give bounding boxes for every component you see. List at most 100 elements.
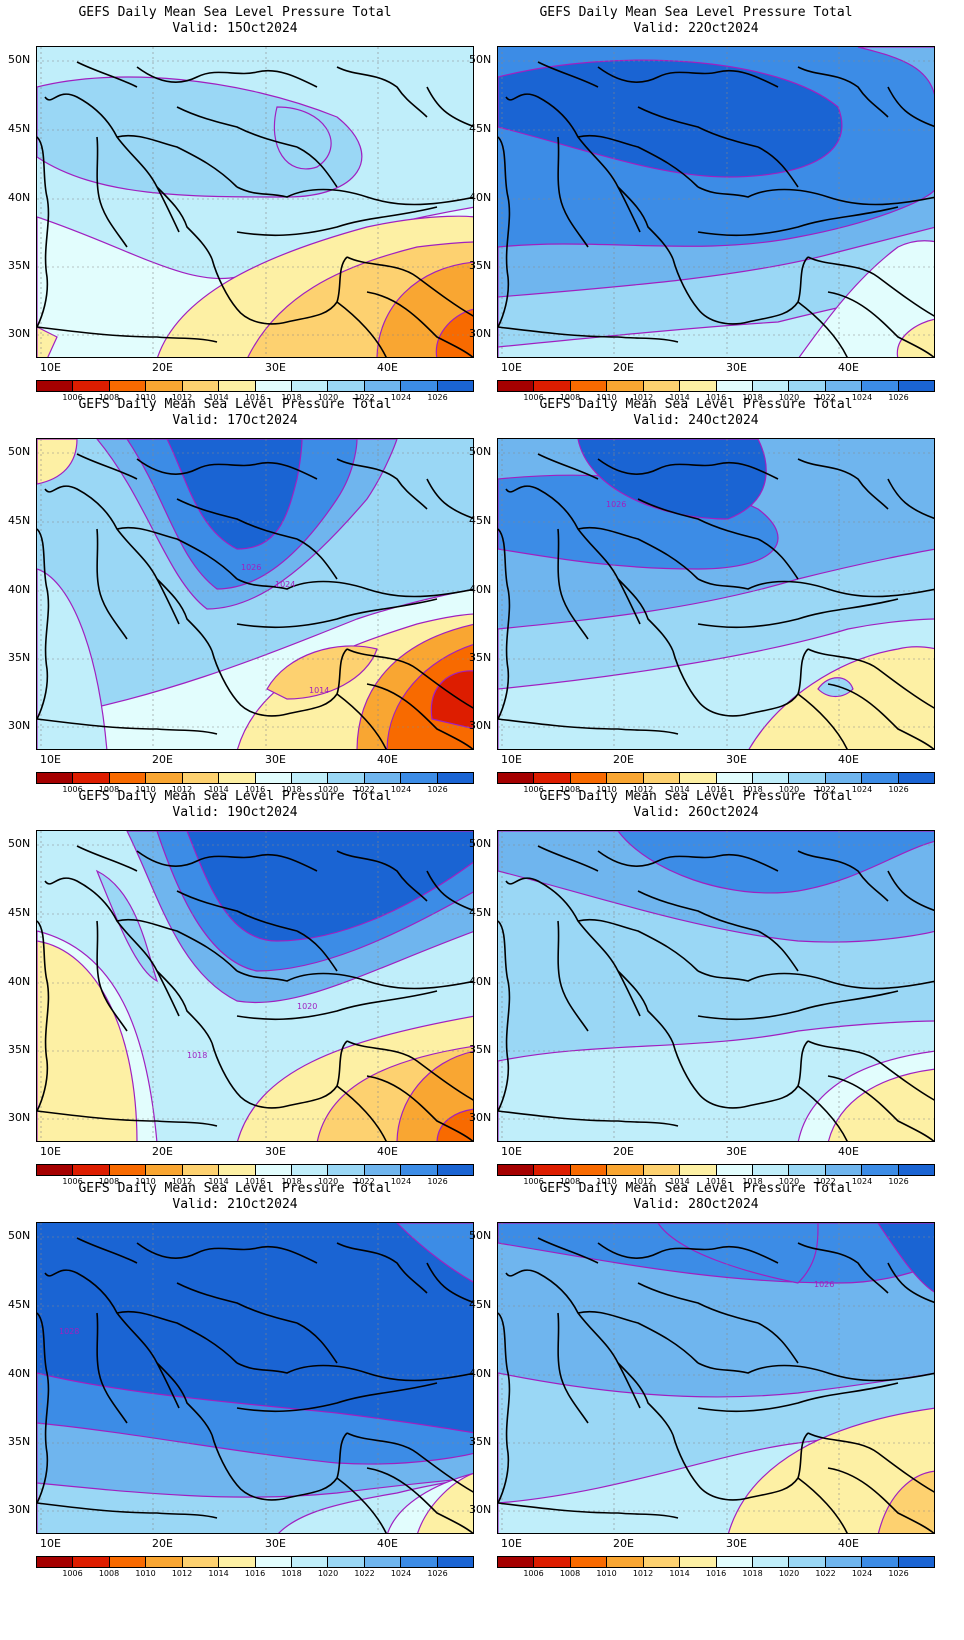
colorbar-label: 1010	[135, 393, 156, 402]
colorbar-label: 1006	[62, 1569, 83, 1578]
colorbar-swatch	[182, 1557, 220, 1567]
longitude-label: 20E	[613, 1145, 634, 1158]
pressure-map: 1020 1018	[36, 830, 474, 1142]
colorbar-swatch	[680, 773, 717, 783]
colorbar-swatch	[570, 773, 608, 783]
colorbar-swatch	[898, 1557, 935, 1567]
colorbar-label: 1016	[244, 1569, 266, 1578]
contour-label: 1026	[606, 500, 626, 509]
colorbar-swatch	[607, 1165, 644, 1175]
colorbar-label: 1022	[815, 1177, 836, 1186]
longitude-label: 30E	[265, 1537, 286, 1550]
colorbar-label: 1018	[281, 785, 302, 794]
colorbar-swatch	[752, 773, 790, 783]
colorbar-label: 1008	[98, 1177, 120, 1186]
colorbar-label: 1022	[354, 1569, 375, 1578]
colorbar-label: 1014	[208, 785, 229, 794]
latitude-label: 40N	[469, 975, 492, 988]
colorbar	[497, 772, 935, 784]
colorbar-label: 1010	[596, 1177, 617, 1186]
contour-label: 1028	[59, 1327, 79, 1336]
colorbar-swatch	[255, 1165, 292, 1175]
colorbar-label: 1018	[281, 1177, 302, 1186]
colorbar-label: 1016	[244, 393, 266, 402]
colorbar-swatch	[680, 1165, 717, 1175]
pressure-band	[877, 1223, 934, 1293]
colorbar-label: 1016	[705, 785, 727, 794]
colorbar-label: 1010	[135, 785, 156, 794]
contour-label: 1026	[241, 563, 261, 572]
coastlines	[498, 845, 934, 1141]
latitude-label: 45N	[469, 122, 492, 135]
pressure-band	[896, 318, 934, 357]
colorbar-swatch	[607, 773, 644, 783]
latitude-label: 30N	[8, 1111, 31, 1124]
colorbar-label: 1016	[244, 1177, 266, 1186]
pressure-band	[166, 439, 303, 550]
latitude-label: 30N	[8, 327, 31, 340]
colorbar-label: 1018	[281, 1569, 302, 1578]
latitude-label: 50N	[469, 1229, 492, 1242]
panel-valid-date: Valid: 24Oct2024	[633, 413, 759, 428]
pressure-band	[37, 568, 108, 749]
colorbar-swatch	[643, 1557, 681, 1567]
longitude-label: 30E	[265, 1145, 286, 1158]
colorbar	[36, 1164, 474, 1176]
colorbar-swatch	[182, 773, 220, 783]
colorbar-label: 1014	[669, 393, 690, 402]
colorbar-label: 1008	[98, 1569, 120, 1578]
colorbar-label: 1014	[208, 393, 229, 402]
colorbar	[36, 1556, 474, 1568]
colorbar-swatch	[255, 1557, 292, 1567]
colorbar-swatch	[898, 1165, 935, 1175]
map-panel-2: GEFS Daily Mean Sea Level Pressure Total…	[461, 0, 935, 410]
colorbar-label: 1018	[742, 393, 763, 402]
colorbar-label: 1026	[888, 393, 909, 402]
pressure-map	[497, 46, 935, 358]
latitude-label: 40N	[469, 191, 492, 204]
latitude-label: 50N	[469, 445, 492, 458]
longitude-label: 20E	[613, 1537, 634, 1550]
colorbar-label: 1008	[559, 1569, 581, 1578]
panel-valid-date: Valid: 28Oct2024	[633, 1197, 759, 1212]
contour-label: 1018	[187, 1051, 207, 1060]
grid-lines	[37, 831, 473, 1141]
colorbar-swatch	[570, 1165, 608, 1175]
colorbar-label: 1016	[705, 1569, 727, 1578]
colorbar-label: 1024	[851, 785, 873, 794]
colorbar-label: 1016	[705, 1177, 727, 1186]
latitude-label: 45N	[469, 514, 492, 527]
colorbar-swatch	[825, 381, 863, 391]
colorbar-label: 1010	[596, 1569, 617, 1578]
panel-title: GEFS Daily Mean Sea Level Pressure Total	[78, 789, 392, 804]
coastlines	[37, 453, 473, 749]
colorbar-swatch	[364, 773, 402, 783]
colorbar-swatch	[328, 1165, 365, 1175]
pressure-band	[857, 47, 934, 96]
longitude-label: 30E	[726, 361, 747, 374]
latitude-label: 35N	[8, 259, 31, 272]
pressure-map	[36, 46, 474, 358]
colorbar-swatch	[437, 381, 474, 391]
colorbar-swatch	[328, 1557, 365, 1567]
pressure-map	[497, 830, 935, 1142]
colorbar-label: 1024	[390, 1569, 412, 1578]
grid-lines	[498, 439, 934, 749]
colorbar-label: 1010	[596, 393, 617, 402]
colorbar-label: 1026	[888, 1177, 909, 1186]
colorbar-label: 1014	[669, 1177, 690, 1186]
colorbar-swatch	[401, 1165, 438, 1175]
colorbar-swatch	[109, 1165, 147, 1175]
colorbar-swatch	[789, 1165, 826, 1175]
latitude-label: 35N	[8, 651, 31, 664]
colorbar-label: 1026	[427, 1569, 448, 1578]
colorbar	[36, 772, 474, 784]
longitude-label: 30E	[726, 1537, 747, 1550]
latitude-label: 50N	[469, 53, 492, 66]
colorbar-swatch	[498, 773, 535, 783]
pressure-band	[417, 1473, 473, 1533]
colorbar-swatch	[437, 773, 474, 783]
longitude-label: 40E	[838, 1537, 859, 1550]
colorbar-swatch	[109, 773, 147, 783]
latitude-label: 30N	[469, 327, 492, 340]
